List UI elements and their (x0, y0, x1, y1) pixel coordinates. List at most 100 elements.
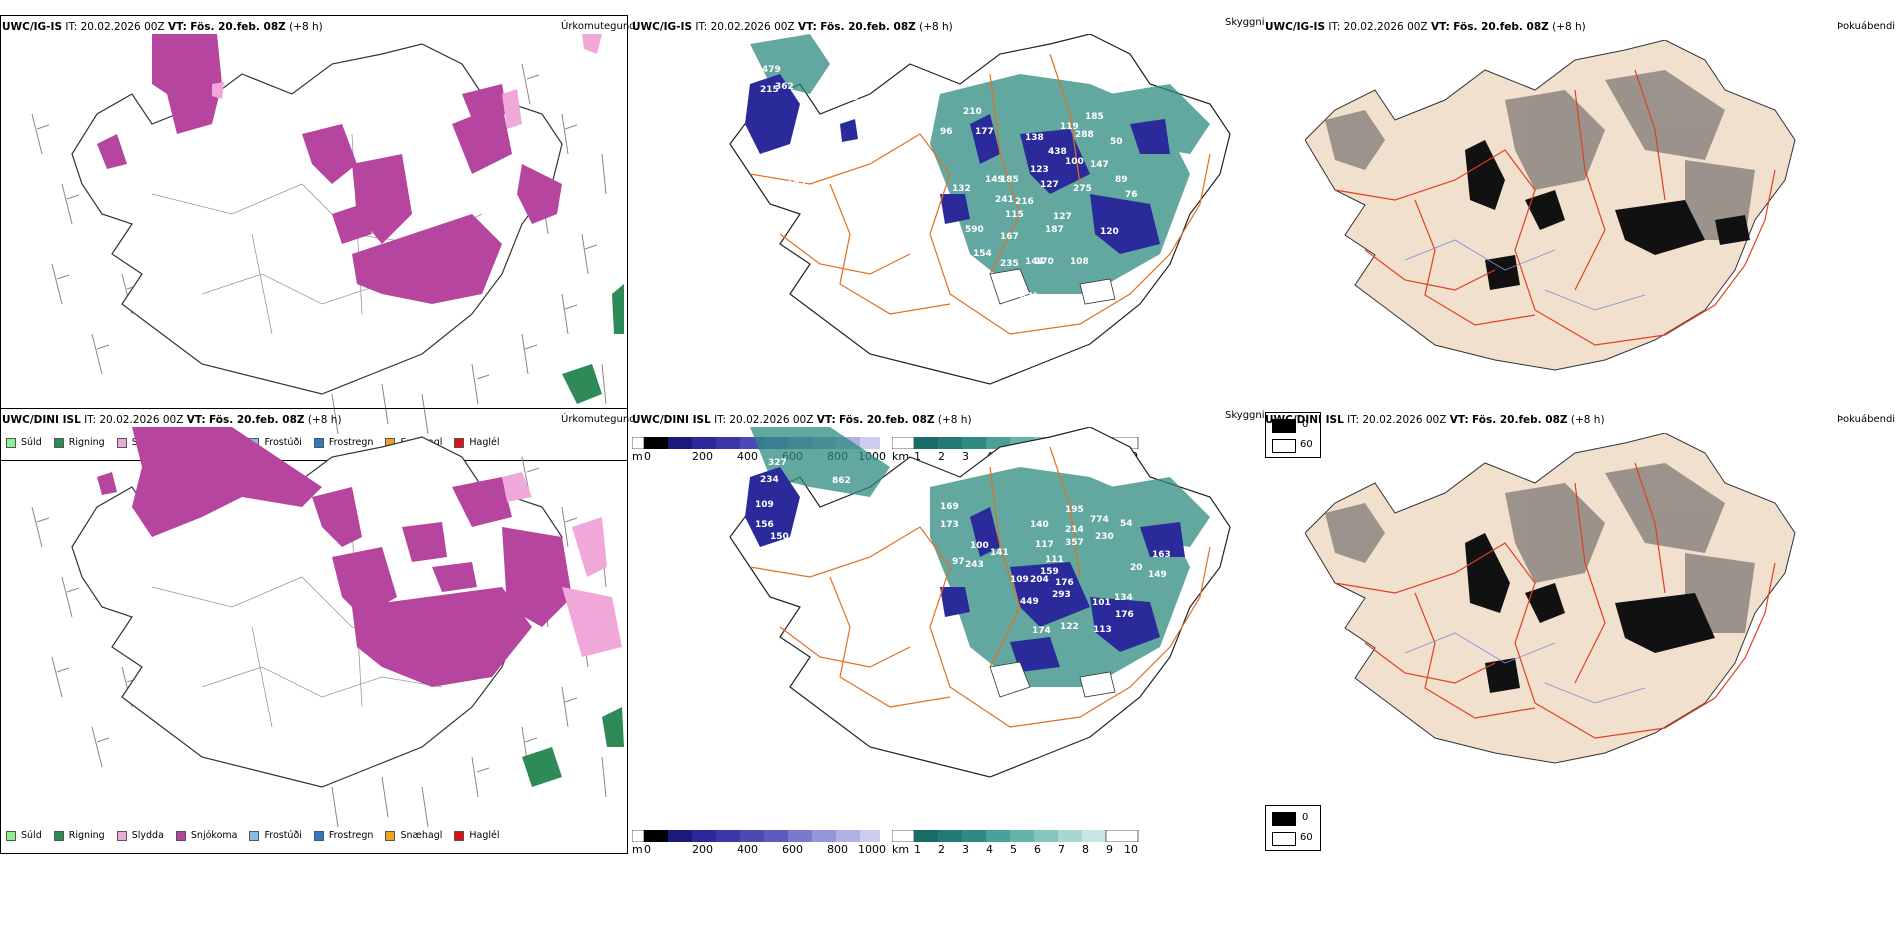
legend-item-sudl: Súld (6, 437, 42, 448)
vis-label: 140 (1030, 520, 1049, 530)
vis-tick: 9 (1106, 843, 1113, 856)
precip-type-title-2: Úrkomutegund (561, 414, 636, 425)
legend-item-rigning: Rigning (53, 830, 105, 841)
fog-swatch-black (1272, 419, 1296, 433)
swatch-frostregn (313, 830, 324, 841)
vis-label: 96 (940, 127, 953, 137)
fog-map (1305, 40, 1796, 371)
vis-label: 243 (965, 560, 984, 570)
vis-tick: 6 (1034, 843, 1041, 856)
fog-swatch-white (1272, 439, 1296, 453)
ceiling-unit: m (632, 843, 643, 856)
vis-label: 122 (787, 180, 806, 190)
vis-tick: 3 (962, 843, 969, 856)
precip-type-frame-2 (0, 408, 628, 854)
vis-label: 123 (1030, 165, 1049, 175)
swatch-sudl (6, 437, 16, 448)
vis-label: 97 (952, 557, 965, 567)
visibility-title: Skyggni (1225, 17, 1265, 28)
wind-barbs (31, 63, 607, 434)
vis-label: 869 (840, 93, 859, 103)
row-1-visibility: UWC/IG-IS IT: 20.02.2026 00Z VT: Fös. 20… (630, 0, 1321, 465)
vis-label: 195 (1065, 505, 1084, 515)
fog-label: 0 (1302, 419, 1309, 430)
row-1-fog: UWC/IG-IS IT: 20.02.2026 00Z VT: Fös. 20… (1265, 0, 1900, 465)
vis-label: 159 (1040, 567, 1059, 577)
vis-tick: 3 (962, 450, 969, 463)
vis-label: 54 (1120, 519, 1133, 529)
swatch-snaehagl (385, 830, 396, 841)
legend-item-sudl: Súld (6, 830, 42, 841)
legend-item-hagel: Haglél (454, 830, 500, 841)
vis-label: 104 (935, 244, 954, 254)
precip-type-map (31, 34, 624, 434)
vis-label: 235 (1000, 259, 1019, 269)
fog-swatch-black (1272, 812, 1296, 826)
vis-unit: km (892, 843, 910, 856)
vis-label: 132 (952, 184, 971, 194)
precip-type-title: Úrkomutegund (561, 21, 636, 32)
vis-label: 135 (772, 189, 791, 199)
vis-label: 293 (1052, 590, 1071, 600)
legend-label: Frostregn (328, 437, 374, 448)
vis-label: 149 (1148, 570, 1167, 580)
row-1: UWC/IG-IS IT: 20.02.2026 00Z VT: Fös. 20… (0, 0, 636, 465)
vis-label: 20 (1130, 563, 1143, 573)
swatch-snjokoma (175, 830, 186, 841)
legend-item-frostregn: Frostregn (313, 830, 374, 841)
vis-label: 210 (963, 107, 982, 117)
vis-label: 144 (1025, 257, 1044, 267)
vis-label: 149 (985, 175, 1004, 185)
vis-label: 117 (1035, 540, 1054, 550)
fog-title-2: Þokuábendi (1837, 414, 1896, 425)
fog-swatch-white (1272, 832, 1296, 846)
vis-tick: 2 (938, 843, 945, 856)
vis-label: 147 (1090, 160, 1109, 170)
vis-label: 120 (1100, 227, 1119, 237)
ceiling-colorbar-2 (632, 830, 880, 842)
vis-unit: km (892, 450, 910, 463)
vis-label: 871 (1020, 292, 1039, 302)
vis-label: 214 (1065, 525, 1084, 535)
legend-label: Súld (21, 437, 42, 448)
legend-item-snjokoma: Snjókoma (175, 830, 237, 841)
vis-label: 100 (970, 541, 989, 551)
row-2-fog: UWC/DINI ISL IT: 20.02.2026 00Z VT: Fös.… (1265, 393, 1900, 858)
legend-item-frostregn: Frostregn (313, 437, 374, 448)
header-right: UWC/IG-IS IT: 20.02.2026 00Z VT: Fös. 20… (1265, 21, 1586, 33)
swatch-hagel (454, 437, 465, 448)
header-right-2: UWC/DINI ISL IT: 20.02.2026 00Z VT: Fös.… (1265, 414, 1605, 426)
ceiling-unit: m (632, 450, 643, 463)
legend-label: Haglél (469, 830, 500, 841)
vis-label: 163 (1152, 550, 1171, 560)
legend-label: Frostregn (328, 830, 374, 841)
vis-label: 154 (973, 249, 992, 259)
vis-label: 173 (940, 520, 959, 530)
vis-label: 185 (1085, 112, 1104, 122)
ceiling-tick: 600 (782, 843, 803, 856)
legend-item-frostudi: Frostúði (249, 830, 302, 841)
precip-type-frame (0, 15, 628, 461)
vis-label: 50 (1110, 137, 1123, 147)
vis-label: 115 (1005, 210, 1024, 220)
vis-label: 101 (1092, 598, 1111, 608)
swatch-rigning (53, 437, 64, 448)
swatch-slydda (116, 830, 127, 841)
vis-label: 187 (1045, 225, 1064, 235)
header-mid: UWC/IG-IS IT: 20.02.2026 00Z VT: Fös. 20… (632, 21, 953, 33)
precip-legend-2: Súld Rigning Slydda Snjókoma Frostúði Fr… (6, 830, 512, 841)
vis-tick: 4 (986, 843, 993, 856)
vis-label: 127 (1053, 212, 1072, 222)
vis-label: 357 (1065, 538, 1084, 548)
vis-label: 127 (785, 548, 804, 558)
vis-label: 479 (762, 65, 781, 75)
legend-item-rigning: Rigning (53, 437, 105, 448)
vis-label: 185 (1000, 175, 1019, 185)
vis-label: 174 (1032, 626, 1051, 636)
vis-label: 109 (1010, 575, 1029, 585)
vis-label: 100 (1065, 157, 1084, 167)
ceiling-tick: 400 (737, 843, 758, 856)
vis-label: 590 (965, 225, 984, 235)
legend-label: Slydda (131, 830, 164, 841)
row-2-visibility: UWC/DINI ISL IT: 20.02.2026 00Z VT: Fös.… (630, 393, 1321, 858)
